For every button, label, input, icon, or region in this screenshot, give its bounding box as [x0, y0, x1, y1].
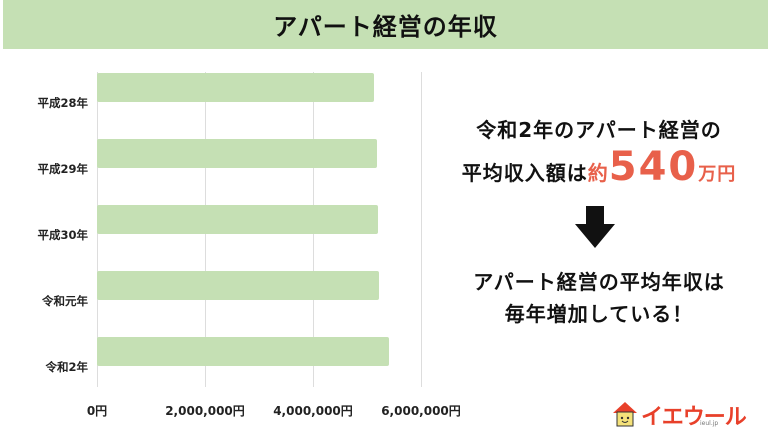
- bar-h29: [97, 139, 377, 168]
- house-mascot-icon: [613, 402, 637, 427]
- callout-line1: 令和2年のアパート経営の: [476, 118, 722, 142]
- bar-h28: [97, 73, 374, 102]
- conclusion-line1: アパート経営の平均年収は: [473, 270, 725, 294]
- title-banner: アパート経営の年収: [3, 0, 768, 49]
- y-label-h30: 平成30年: [37, 228, 88, 242]
- callout-line2: 平均収入額は約540万円: [430, 144, 768, 190]
- ieul-logo: イエウール ieul.jp: [612, 398, 747, 432]
- x-tick-4m: 4,000,000円: [273, 404, 353, 418]
- y-label-h28: 平成28年: [37, 96, 88, 110]
- x-tick-0: 0円: [86, 404, 108, 418]
- logo-sub: ieul.jp: [700, 420, 719, 427]
- bar-chart: 平成28年 平成29年 平成30年 令和元年 令和2年 0円 2,000,000…: [0, 60, 470, 432]
- bar-r2: [97, 337, 389, 366]
- y-label-r2: 令和2年: [45, 360, 88, 374]
- bar-r1: [97, 271, 379, 300]
- gridline-6m: [421, 72, 422, 387]
- page-title: アパート経営の年収: [273, 13, 498, 41]
- conclusion-line2: 毎年増加している！: [504, 302, 694, 326]
- down-arrow-icon: [575, 206, 615, 248]
- y-label-h29: 平成29年: [37, 162, 88, 176]
- callout-value: 540: [608, 144, 699, 190]
- logo-text: イエウール: [641, 405, 747, 430]
- bar-h30: [97, 205, 378, 234]
- callout-unit: 万円: [698, 164, 737, 185]
- y-label-r1: 令和元年: [42, 294, 88, 308]
- x-tick-2m: 2,000,000円: [165, 404, 245, 418]
- callout-approx: 約: [587, 161, 609, 185]
- x-tick-6m: 6,000,000円: [381, 404, 461, 418]
- callout-prefix: 平均収入額は: [461, 161, 588, 185]
